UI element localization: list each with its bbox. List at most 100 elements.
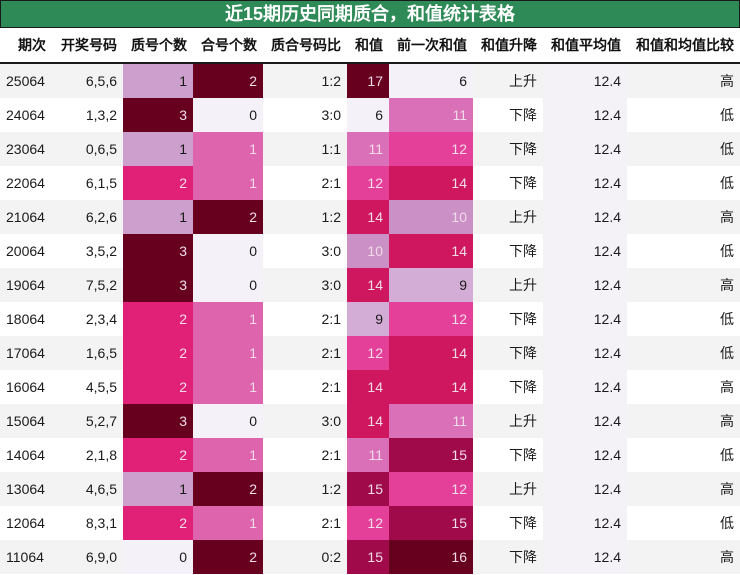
sum-cell: 14 xyxy=(347,268,389,302)
numbers-cell: 2,1,8 xyxy=(52,438,123,472)
avg-cell: 12.4 xyxy=(543,302,627,336)
numbers-cell: 0,6,5 xyxy=(52,132,123,166)
prime-count-cell: 2 xyxy=(123,302,193,336)
prev-sum-cell: 6 xyxy=(389,63,473,98)
ratio-cell: 2:1 xyxy=(263,336,347,370)
composite-count-cell: 1 xyxy=(193,438,263,472)
period-cell: 13064 xyxy=(0,472,52,506)
header-avg: 和值平均值 xyxy=(543,28,627,64)
numbers-cell: 4,6,5 xyxy=(52,472,123,506)
header-prev-sum: 前一次和值 xyxy=(389,28,473,64)
composite-count-cell: 2 xyxy=(193,540,263,574)
ratio-cell: 2:1 xyxy=(263,438,347,472)
period-cell: 12064 xyxy=(0,506,52,540)
header-prime-count: 质号个数 xyxy=(123,28,193,64)
prime-count-cell: 2 xyxy=(123,370,193,404)
numbers-cell: 7,5,2 xyxy=(52,268,123,302)
ratio-cell: 0:2 xyxy=(263,540,347,574)
avg-cell: 12.4 xyxy=(543,438,627,472)
sum-cell: 12 xyxy=(347,336,389,370)
table-row: 22064 6,1,5 2 1 2:1 12 14 下降 12.4 低 xyxy=(0,166,740,200)
trend-cell: 下降 xyxy=(473,506,543,540)
prime-count-cell: 3 xyxy=(123,404,193,438)
prev-sum-cell: 15 xyxy=(389,438,473,472)
prev-sum-cell: 11 xyxy=(389,98,473,132)
table-row: 18064 2,3,4 2 1 2:1 9 12 下降 12.4 低 xyxy=(0,302,740,336)
compare-cell: 高 xyxy=(627,63,740,98)
sum-cell: 12 xyxy=(347,166,389,200)
trend-cell: 下降 xyxy=(473,302,543,336)
header-numbers: 开奖号码 xyxy=(52,28,123,64)
prev-sum-cell: 12 xyxy=(389,472,473,506)
ratio-cell: 1:2 xyxy=(263,472,347,506)
composite-count-cell: 0 xyxy=(193,234,263,268)
compare-cell: 低 xyxy=(627,302,740,336)
trend-cell: 下降 xyxy=(473,370,543,404)
composite-count-cell: 0 xyxy=(193,268,263,302)
composite-count-cell: 0 xyxy=(193,98,263,132)
composite-count-cell: 1 xyxy=(193,336,263,370)
table-row: 17064 1,6,5 2 1 2:1 12 14 下降 12.4 低 xyxy=(0,336,740,370)
compare-cell: 低 xyxy=(627,166,740,200)
table-row: 25064 6,5,6 1 2 1:2 17 6 上升 12.4 高 xyxy=(0,63,740,98)
prime-count-cell: 3 xyxy=(123,234,193,268)
trend-cell: 上升 xyxy=(473,200,543,234)
avg-cell: 12.4 xyxy=(543,200,627,234)
period-cell: 22064 xyxy=(0,166,52,200)
table-row: 14064 2,1,8 2 1 2:1 11 15 下降 12.4 低 xyxy=(0,438,740,472)
compare-cell: 低 xyxy=(627,234,740,268)
trend-cell: 下降 xyxy=(473,166,543,200)
numbers-cell: 8,3,1 xyxy=(52,506,123,540)
header-sum: 和值 xyxy=(347,28,389,64)
table-row: 11064 6,9,0 0 2 0:2 15 16 下降 12.4 高 xyxy=(0,540,740,574)
period-cell: 25064 xyxy=(0,63,52,98)
prime-count-cell: 2 xyxy=(123,438,193,472)
ratio-cell: 1:2 xyxy=(263,63,347,98)
period-cell: 21064 xyxy=(0,200,52,234)
prime-count-cell: 1 xyxy=(123,472,193,506)
trend-cell: 上升 xyxy=(473,268,543,302)
avg-cell: 12.4 xyxy=(543,370,627,404)
numbers-cell: 1,3,2 xyxy=(52,98,123,132)
numbers-cell: 5,2,7 xyxy=(52,404,123,438)
header-compare: 和值和均值比较 xyxy=(627,28,740,64)
composite-count-cell: 2 xyxy=(193,63,263,98)
numbers-cell: 1,6,5 xyxy=(52,336,123,370)
avg-cell: 12.4 xyxy=(543,132,627,166)
trend-cell: 上升 xyxy=(473,472,543,506)
compare-cell: 高 xyxy=(627,404,740,438)
table-row: 16064 4,5,5 2 1 2:1 14 14 下降 12.4 高 xyxy=(0,370,740,404)
prev-sum-cell: 14 xyxy=(389,166,473,200)
period-cell: 24064 xyxy=(0,98,52,132)
trend-cell: 上升 xyxy=(473,404,543,438)
prev-sum-cell: 14 xyxy=(389,336,473,370)
prime-count-cell: 0 xyxy=(123,540,193,574)
table-row: 15064 5,2,7 3 0 3:0 14 11 上升 12.4 高 xyxy=(0,404,740,438)
avg-cell: 12.4 xyxy=(543,63,627,98)
ratio-cell: 2:1 xyxy=(263,302,347,336)
compare-cell: 低 xyxy=(627,336,740,370)
composite-count-cell: 1 xyxy=(193,166,263,200)
sum-cell: 14 xyxy=(347,370,389,404)
prev-sum-cell: 10 xyxy=(389,200,473,234)
header-row: 期次 开奖号码 质号个数 合号个数 质合号码比 和值 前一次和值 和值升降 和值… xyxy=(0,28,740,64)
composite-count-cell: 2 xyxy=(193,472,263,506)
ratio-cell: 1:1 xyxy=(263,132,347,166)
numbers-cell: 6,2,6 xyxy=(52,200,123,234)
period-cell: 17064 xyxy=(0,336,52,370)
composite-count-cell: 2 xyxy=(193,200,263,234)
compare-cell: 高 xyxy=(627,268,740,302)
prev-sum-cell: 14 xyxy=(389,234,473,268)
composite-count-cell: 1 xyxy=(193,302,263,336)
header-period: 期次 xyxy=(0,28,52,64)
sum-cell: 14 xyxy=(347,200,389,234)
table-row: 21064 6,2,6 1 2 1:2 14 10 上升 12.4 高 xyxy=(0,200,740,234)
sum-cell: 15 xyxy=(347,540,389,574)
sum-cell: 11 xyxy=(347,132,389,166)
table-row: 20064 3,5,2 3 0 3:0 10 14 下降 12.4 低 xyxy=(0,234,740,268)
trend-cell: 下降 xyxy=(473,540,543,574)
ratio-cell: 1:2 xyxy=(263,200,347,234)
avg-cell: 12.4 xyxy=(543,166,627,200)
avg-cell: 12.4 xyxy=(543,472,627,506)
prev-sum-cell: 14 xyxy=(389,370,473,404)
